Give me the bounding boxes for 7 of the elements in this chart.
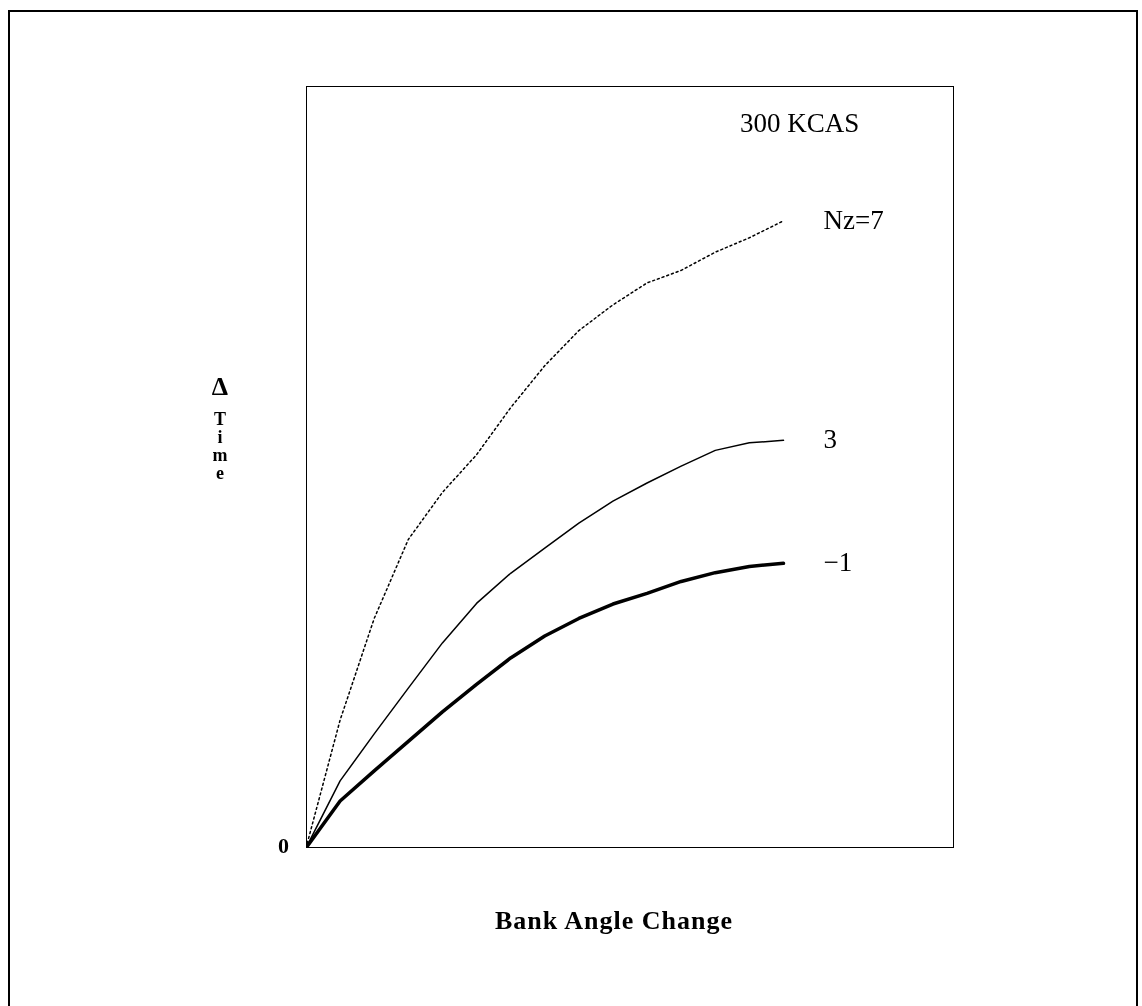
series-label: Nz=7 [823,204,884,235]
text: 300 KCAS [740,108,860,139]
x-axis-title: Bank Angle Change [493,906,735,936]
series-label: 3 [823,424,837,455]
series-label: −1 [823,547,853,578]
y-axis-title: Δ Time [210,372,230,483]
text: 0 [278,833,289,859]
